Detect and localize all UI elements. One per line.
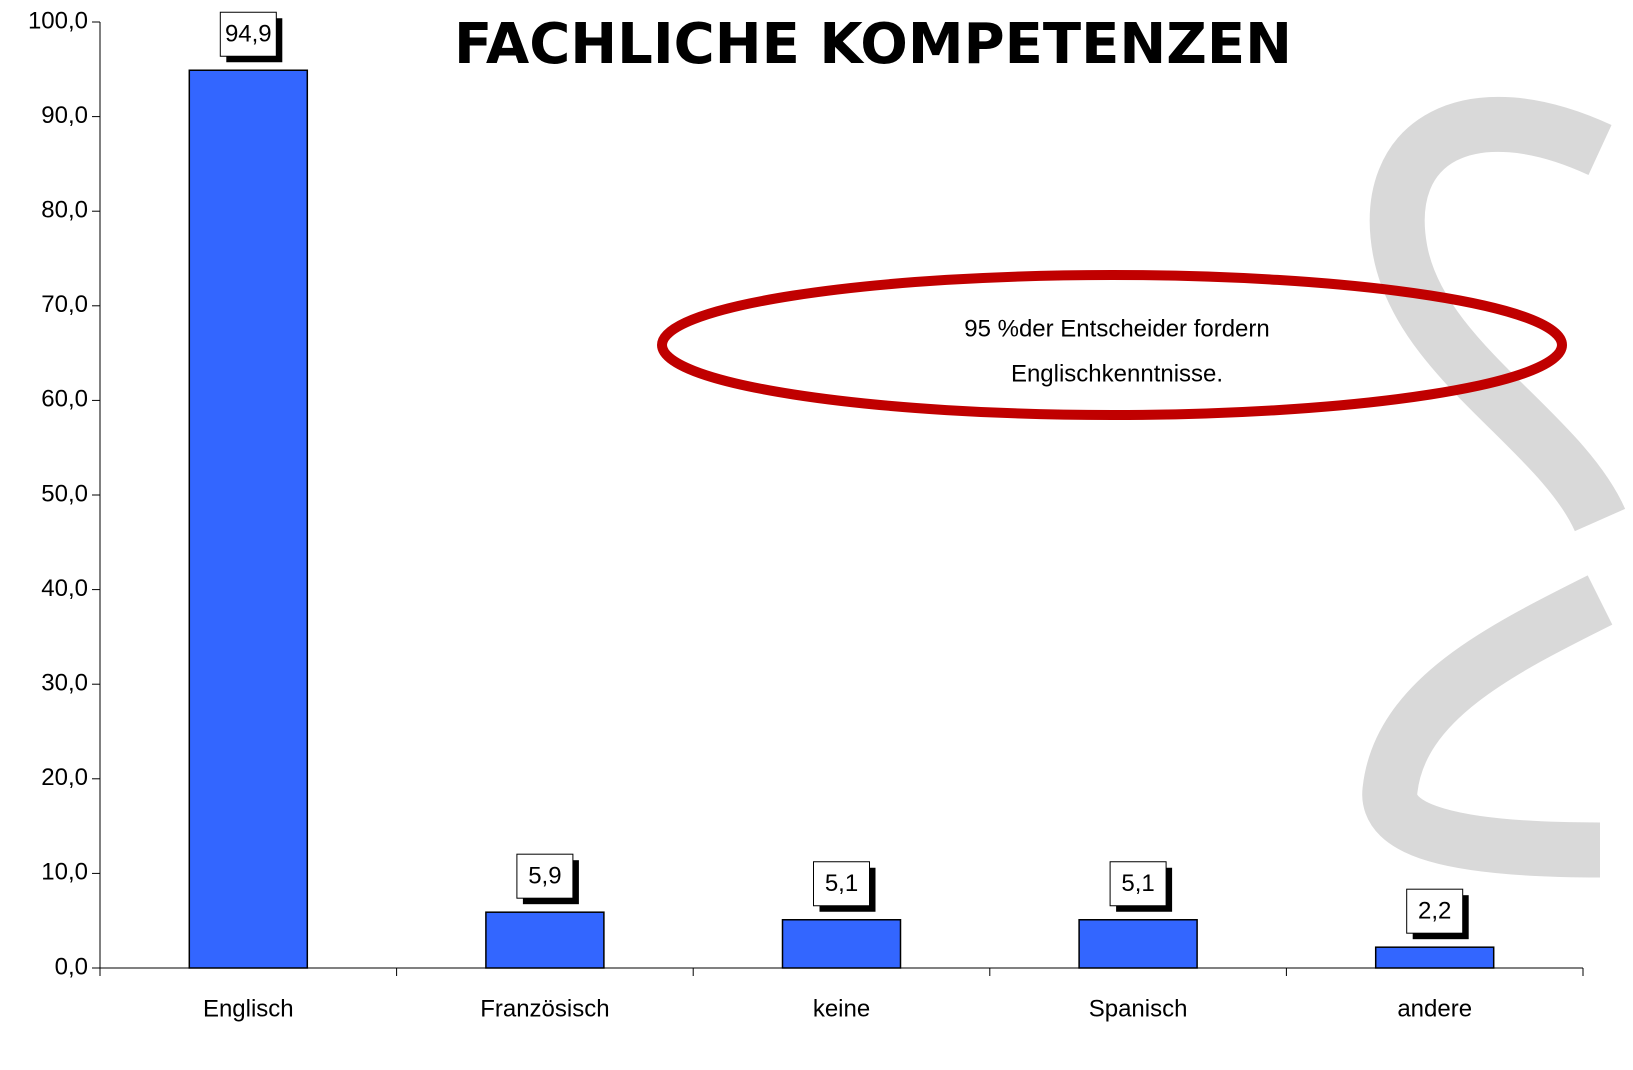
- data-label: 94,9: [225, 21, 272, 48]
- bar: [188, 69, 309, 969]
- y-tick-label: 90,0: [41, 102, 88, 129]
- label-box: [219, 11, 277, 57]
- bar: [781, 919, 902, 969]
- x-tick-label: Englisch: [203, 995, 294, 1022]
- y-tick-label: 100,0: [28, 7, 88, 34]
- x-tick-label: Französisch: [480, 995, 609, 1022]
- x-tick-label: Spanisch: [1089, 995, 1188, 1022]
- data-label: 2,2: [1418, 898, 1451, 925]
- bar: [1374, 946, 1495, 969]
- y-tick-label: 50,0: [41, 480, 88, 507]
- data-label: 5,1: [1121, 870, 1154, 897]
- y-tick-label: 30,0: [41, 670, 88, 697]
- chart-title: FACHLICHE KOMPETENZEN: [454, 12, 1292, 77]
- y-tick-label: 10,0: [41, 859, 88, 886]
- y-tick-label: 40,0: [41, 575, 88, 602]
- bar: [485, 911, 605, 969]
- annotation: Englischkenntnisse.: [1011, 360, 1223, 387]
- y-tick-label: 80,0: [41, 197, 88, 224]
- label-box: [516, 853, 574, 899]
- annotation-ellipse: [657, 270, 1567, 420]
- label-box: [813, 861, 870, 907]
- y-tick-label: 60,0: [41, 386, 88, 413]
- data-label: 5,1: [825, 870, 858, 897]
- data-label: 5,9: [528, 863, 561, 890]
- x-tick-label: andere: [1397, 995, 1472, 1022]
- label-box: [1406, 888, 1464, 934]
- bar: [1078, 919, 1198, 969]
- x-tick-label: keine: [813, 995, 870, 1022]
- annotation: 95 %der Entscheider fordern: [964, 315, 1270, 342]
- y-tick-label: 70,0: [41, 291, 88, 318]
- label-box: [1109, 861, 1167, 907]
- decoration: [1362, 96, 1626, 878]
- y-tick-label: 20,0: [41, 764, 88, 791]
- y-tick-label: 0,0: [55, 953, 88, 980]
